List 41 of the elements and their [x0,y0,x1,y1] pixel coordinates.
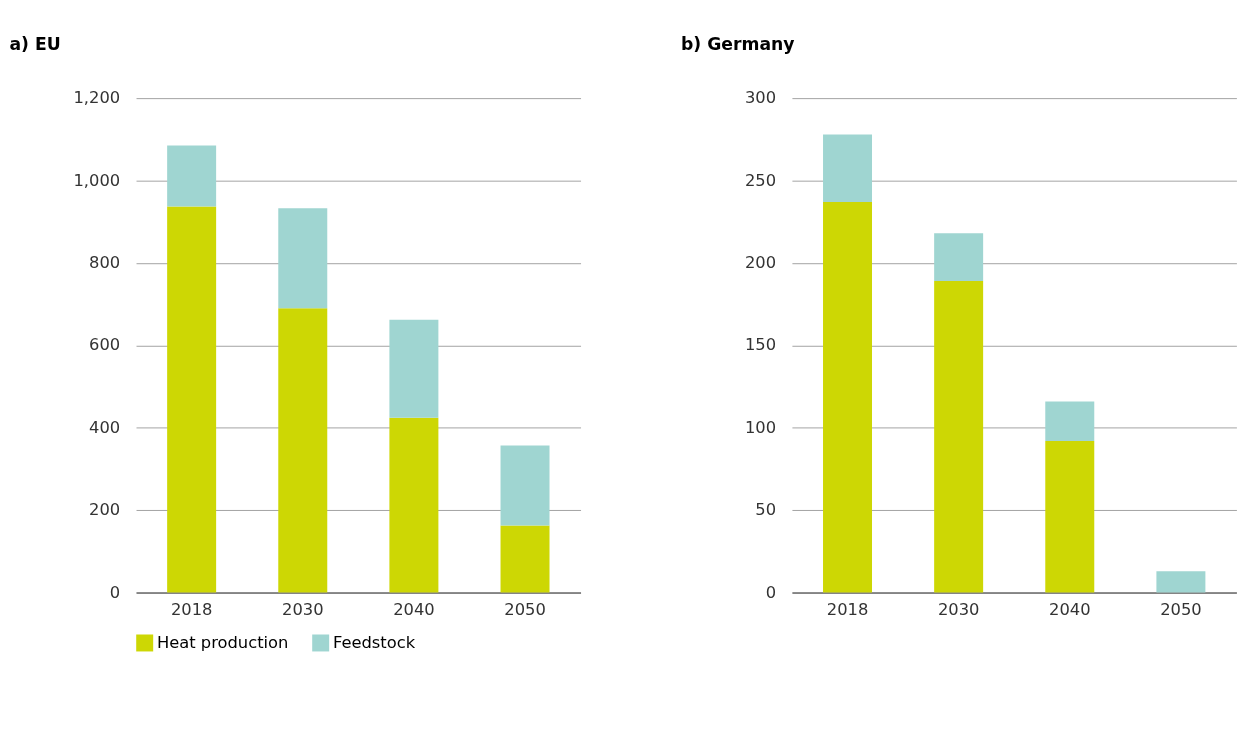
y-tick-label: 150 [744,335,777,355]
y-tick-label: 1,200 [73,88,121,108]
x-tick-label: 2040 [1049,599,1091,619]
bar [167,145,217,207]
bar [1045,440,1095,593]
bar [823,134,873,202]
y-tick-label: 0 [765,582,777,602]
x-tick-label: 2050 [504,599,546,619]
y-tick-label: 200 [744,252,777,272]
y-tick-label: 250 [744,170,777,190]
x-tick-label: 2040 [393,599,435,619]
bar [167,206,217,593]
bar [278,208,328,309]
bar [389,417,439,593]
bar [389,319,439,418]
x-tick-label: 2030 [282,599,324,619]
x-tick-label: 2018 [826,599,869,619]
bar [1045,401,1095,441]
y-tick-label: 300 [744,88,777,108]
chart-title: a) EU [9,34,61,55]
y-tick-label: 100 [744,417,777,437]
bar [500,445,550,526]
bar [1156,571,1206,593]
bar [823,201,873,593]
x-tick-label: 2018 [170,599,213,619]
y-tick-label: 50 [755,500,777,520]
legend-label: Heat production [156,632,289,652]
y-tick-label: 200 [89,500,121,520]
bar [934,233,984,282]
bar [278,308,328,593]
y-tick-label: 600 [89,335,121,355]
y-tick-label: 400 [89,417,121,437]
chart-title: b) Germany [680,34,795,55]
x-tick-label: 2050 [1160,599,1202,619]
x-tick-label: 2030 [937,599,980,619]
y-tick-label: 0 [109,582,121,602]
bar [500,525,550,593]
y-tick-label: 800 [89,252,121,272]
y-tick-label: 1,000 [73,170,121,190]
bar [934,281,984,593]
legend-label: Feedstock [332,632,416,652]
